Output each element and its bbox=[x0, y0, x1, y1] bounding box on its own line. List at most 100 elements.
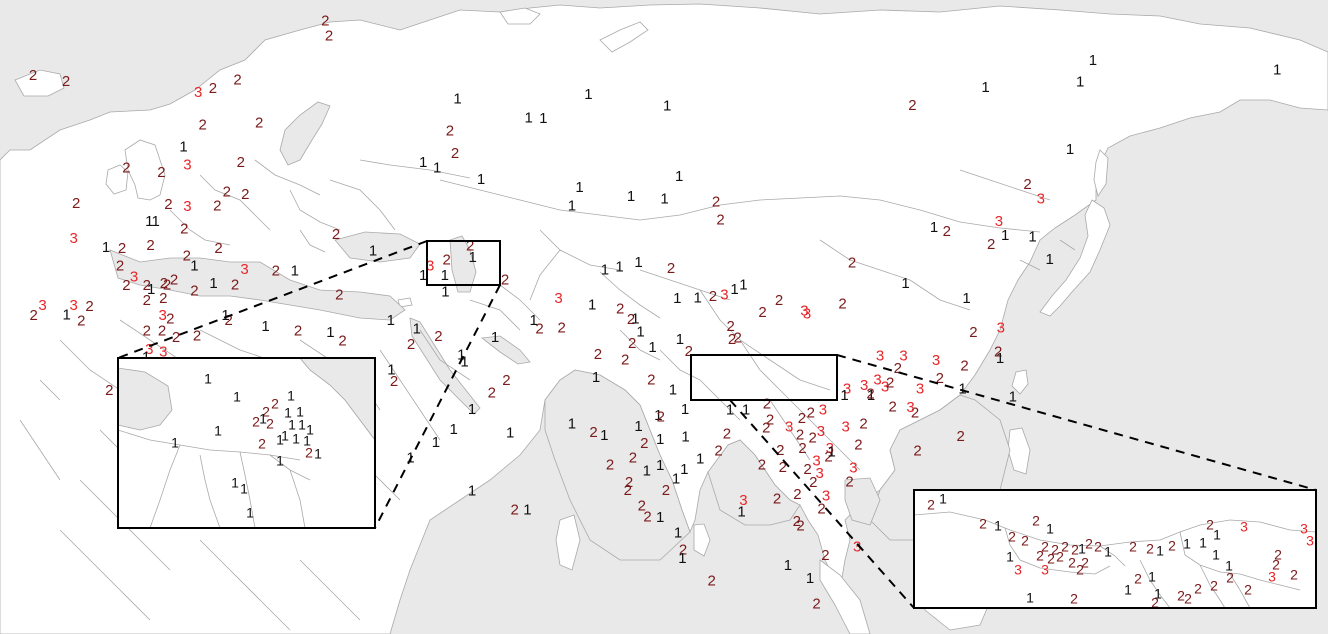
map-label-249: 1 bbox=[369, 242, 377, 259]
map-label-136: 3 bbox=[881, 378, 889, 395]
map-label-215: 1 bbox=[694, 289, 702, 306]
map-label-8: 2 bbox=[233, 71, 241, 88]
inset-himalaya-label-11: 2 bbox=[1071, 542, 1079, 558]
inset-himalaya-label-47: 2 bbox=[1134, 571, 1142, 587]
map-label-229: 1 bbox=[387, 361, 395, 378]
map-label-147: 2 bbox=[821, 547, 829, 564]
map-label-151: 2 bbox=[859, 415, 867, 432]
map-label-252: 1 bbox=[600, 427, 608, 444]
map-label-165: 2 bbox=[796, 426, 804, 443]
map-label-245: 2 bbox=[758, 304, 766, 321]
map-label-172: 3 bbox=[739, 492, 747, 509]
inset-caucasus-label-10: 1 bbox=[298, 417, 306, 433]
map-label-90: 1 bbox=[575, 179, 583, 196]
inset-caucasus-label-23: 1 bbox=[231, 475, 239, 491]
map-label-227: 2 bbox=[434, 328, 442, 345]
map-label-199: 2 bbox=[647, 371, 655, 388]
map-label-164: 2 bbox=[762, 419, 770, 436]
map-label-169: 3 bbox=[812, 453, 820, 470]
map-label-112: 3 bbox=[554, 290, 562, 307]
map-label-15: 2 bbox=[241, 186, 249, 203]
map-label-231: 1 bbox=[387, 312, 395, 329]
map-label-226: 2 bbox=[407, 336, 415, 353]
map-label-34: 2 bbox=[170, 272, 178, 289]
inset-himalaya-label-43: 2 bbox=[1210, 578, 1218, 594]
map-label-254: 2 bbox=[589, 424, 597, 441]
map-label-201: 1 bbox=[636, 323, 644, 340]
map-label-107: 3 bbox=[426, 258, 434, 275]
map-label-86: 1 bbox=[981, 79, 989, 96]
map-label-3: 1 bbox=[1273, 61, 1281, 78]
map-label-173: 1 bbox=[737, 504, 745, 521]
map-label-223: 1 bbox=[491, 329, 499, 346]
inset-caucasus-label-7: 2 bbox=[252, 414, 260, 430]
inset-himalaya-label-49: 1 bbox=[1124, 582, 1132, 598]
map-label-218: 1 bbox=[530, 312, 538, 329]
map-label-118: 2 bbox=[775, 292, 783, 309]
map-label-266: 2 bbox=[886, 374, 894, 391]
zoom-box-caucasus bbox=[426, 240, 501, 286]
map-label-179: 1 bbox=[696, 450, 704, 467]
map-label-29: 2 bbox=[214, 240, 222, 257]
map-label-67: 3 bbox=[145, 341, 153, 358]
gulf-of-thailand bbox=[844, 477, 881, 526]
map-label-202: 1 bbox=[676, 331, 684, 348]
inset-himalaya-label-54: 1 bbox=[1026, 590, 1034, 606]
map-label-1: 2 bbox=[325, 27, 333, 44]
map-label-224: 1 bbox=[460, 354, 468, 371]
map-label-167: 2 bbox=[776, 442, 784, 459]
inset-caucasus-label-12: 1 bbox=[306, 422, 314, 438]
map-label-123: 2 bbox=[969, 324, 977, 341]
map-label-217: 1 bbox=[592, 369, 600, 386]
zoom-indicator-boxes bbox=[117, 240, 1317, 609]
inset-himalaya-label-25: 2 bbox=[1129, 539, 1137, 555]
map-label-180: 1 bbox=[680, 461, 688, 478]
map-label-101: 2 bbox=[943, 223, 951, 240]
map-label-250: 2 bbox=[335, 286, 343, 303]
map-label-244: 2 bbox=[866, 385, 874, 402]
inset-himalaya-label-40: 3 bbox=[1268, 569, 1276, 585]
map-label-138: 2 bbox=[889, 398, 897, 415]
map-label-4: 2 bbox=[29, 67, 37, 84]
map-label-140: 3 bbox=[916, 381, 924, 398]
inset-caucasus-labels: 11 122 1 12 21 11 11 1 1 11 2 12 111 11 bbox=[171, 371, 322, 521]
map-label-168: 2 bbox=[779, 459, 787, 476]
map-label-181: 1 bbox=[672, 470, 680, 487]
map-label-191: 1 bbox=[654, 407, 662, 424]
map-label-198: 2 bbox=[624, 482, 632, 499]
inset-caucasus-label-16: 1 bbox=[303, 433, 311, 449]
map-label-129: 2 bbox=[957, 428, 965, 445]
map-label-84: 1 bbox=[584, 86, 592, 103]
map-label-132: 2 bbox=[894, 360, 902, 377]
map-label-171: 2 bbox=[796, 517, 804, 534]
map-label-208: 2 bbox=[616, 300, 624, 317]
map-label-49: 3 bbox=[70, 230, 78, 247]
map-label-106: 1 bbox=[469, 249, 477, 266]
map-label-162: 2 bbox=[763, 395, 771, 412]
map-label-139: 2 bbox=[911, 405, 919, 422]
map-label-200: 1 bbox=[648, 339, 656, 356]
map-label-47: 2 bbox=[85, 298, 93, 315]
inset-caucasus-label-1: 1 bbox=[233, 389, 241, 405]
map-label-6: 2 bbox=[209, 80, 217, 97]
map-label-219: 2 bbox=[558, 320, 566, 337]
map-label-237: 1 bbox=[468, 483, 476, 500]
map-label-158: 3 bbox=[822, 487, 830, 504]
inset-caucasus-frame bbox=[117, 357, 376, 529]
map-label-100: 1 bbox=[1001, 227, 1009, 244]
map-label-238: 2 bbox=[511, 501, 519, 518]
map-label-37: 1 bbox=[190, 258, 198, 275]
map-label-102: 1 bbox=[930, 219, 938, 236]
map-label-20: 1 bbox=[102, 239, 110, 256]
map-label-85: 1 bbox=[663, 98, 671, 115]
map-label-56: 2 bbox=[143, 323, 151, 340]
inset-himalaya-label-51: 2 bbox=[1151, 595, 1159, 611]
map-label-111: 2 bbox=[501, 272, 509, 289]
map-label-36: 2 bbox=[190, 282, 198, 299]
map-label-81: 1 bbox=[477, 171, 485, 188]
map-label-152: 1 bbox=[840, 387, 848, 404]
map-label-124: 2 bbox=[994, 344, 1002, 361]
